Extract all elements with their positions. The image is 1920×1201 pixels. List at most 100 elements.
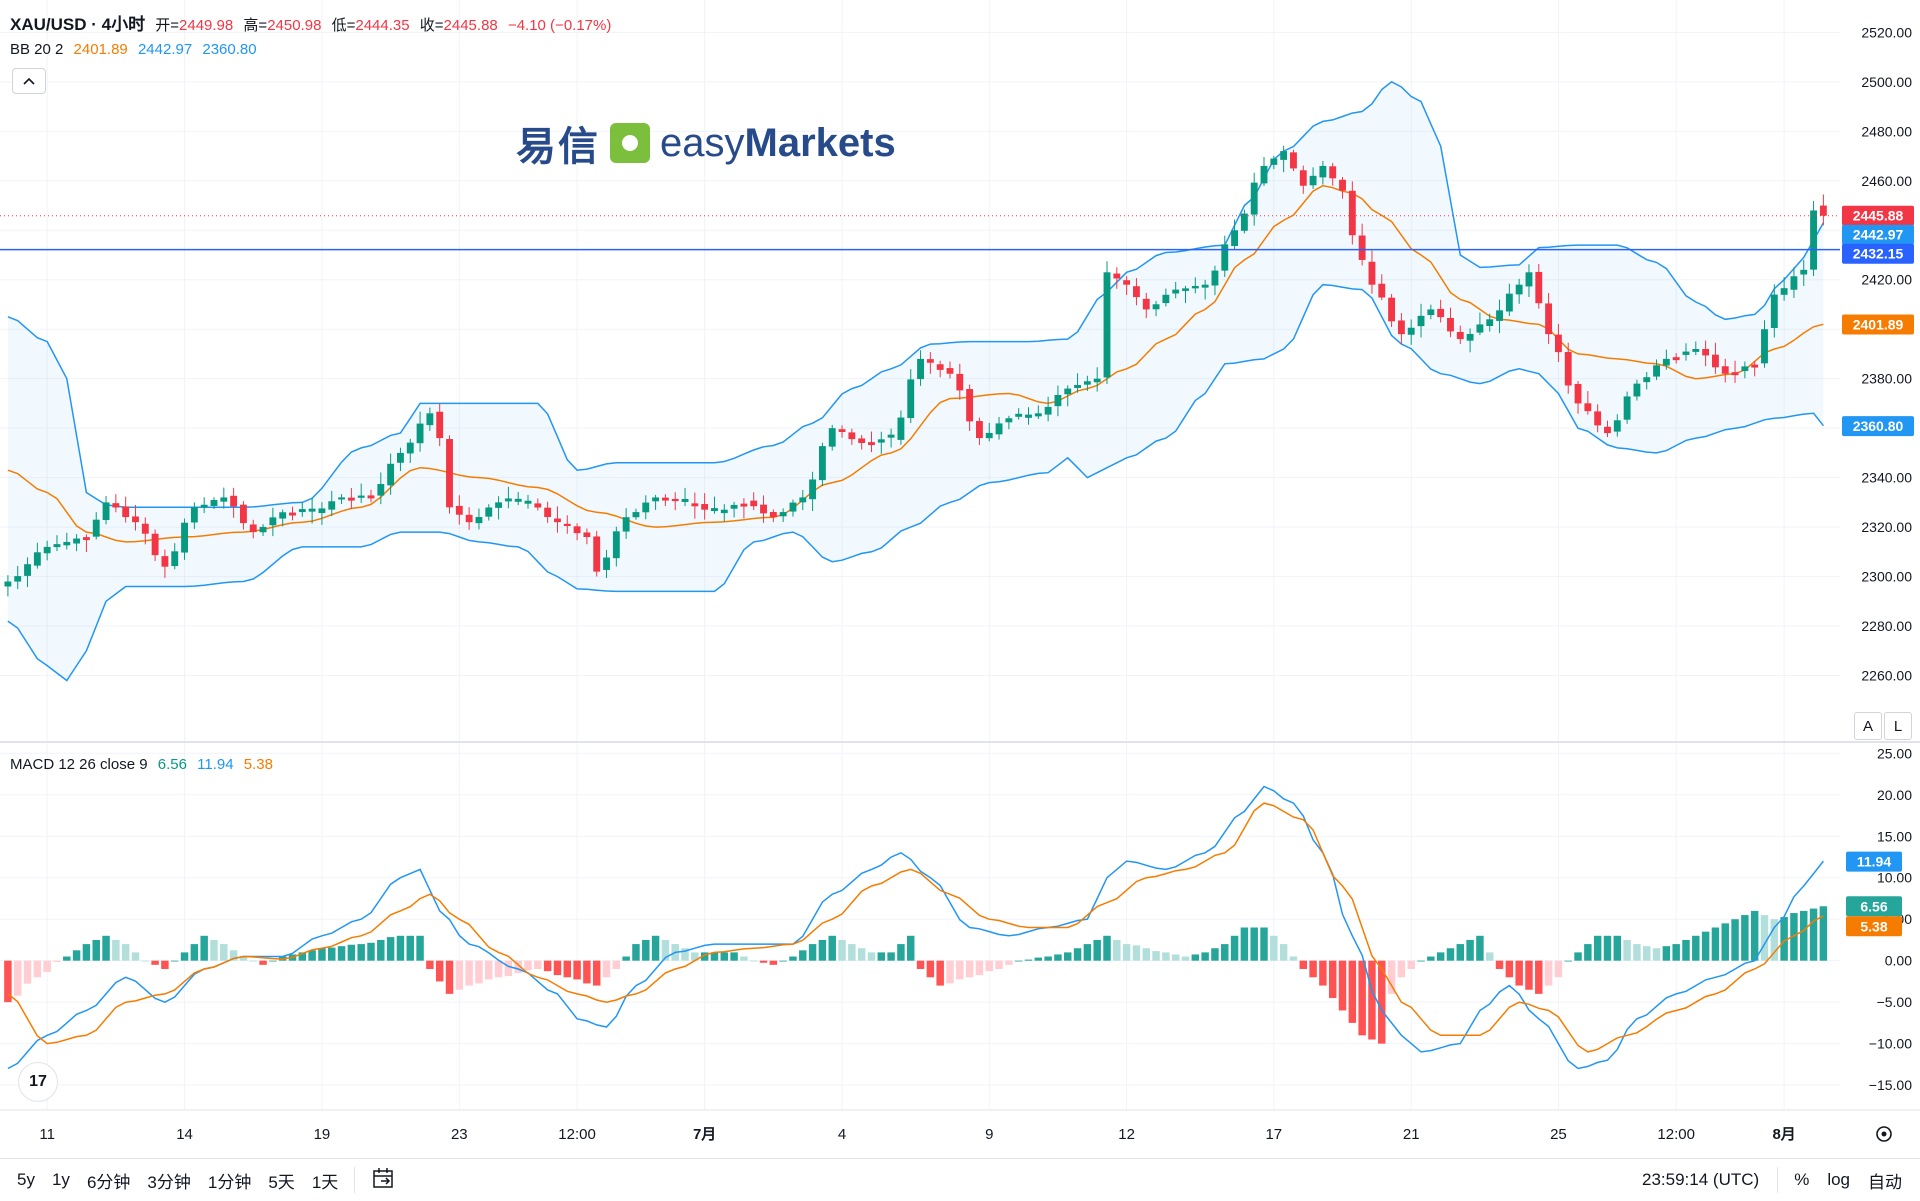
candle-body [102, 502, 110, 521]
macd-histogram-bar [1171, 954, 1180, 961]
macd-histogram-bar [1024, 959, 1033, 961]
price-badge [1842, 243, 1914, 264]
macd-histogram-bar [1672, 944, 1680, 961]
macd-histogram-bar [1613, 935, 1622, 961]
time-tick-label: 12:00 [1657, 1126, 1695, 1143]
candle-body [1142, 298, 1150, 310]
candle-body [1427, 309, 1435, 316]
candle-body [357, 495, 365, 498]
macd-histogram-bar [1505, 960, 1514, 978]
macd-histogram-bar [1574, 952, 1582, 961]
candle-body [338, 497, 345, 500]
collapse-legend-button[interactable] [12, 68, 46, 94]
macd-histogram-bar [406, 935, 414, 961]
settings-gear-center [1881, 1131, 1887, 1137]
macd-histogram-bar [965, 960, 974, 978]
range-1d[interactable]: 1天 [311, 1172, 339, 1192]
candle-body [730, 504, 738, 509]
range-1y[interactable]: 1y [51, 1170, 70, 1189]
macd-histogram-bar [190, 944, 199, 961]
log-button[interactable]: log [1827, 1170, 1850, 1189]
macd-histogram-bar [985, 960, 993, 972]
macd-histogram-bar [710, 952, 719, 961]
macd-histogram-bar [651, 935, 660, 961]
price-badge-label: 2442.97 [1853, 227, 1904, 243]
candle-body [1672, 357, 1680, 361]
calendar-goto-icon[interactable] [372, 1167, 396, 1194]
candle-body [347, 497, 355, 501]
candle-body [495, 502, 503, 508]
candle-body [14, 576, 22, 582]
price-badge [1842, 205, 1914, 226]
log-scale-button[interactable]: L [1884, 712, 1912, 740]
candle-body [1761, 329, 1768, 364]
price-tick-label: 2420.00 [1861, 272, 1912, 288]
candle-body [1623, 396, 1631, 420]
bb-legend[interactable]: BB 20 2 2401.89 2442.97 2360.80 [10, 41, 263, 58]
range-5d[interactable]: 5天 [268, 1172, 295, 1192]
candle-body [4, 581, 12, 587]
macd-signal-line [7, 802, 1824, 1053]
macd-histogram-bar [1760, 915, 1769, 961]
candle-body [485, 507, 493, 517]
range-5y[interactable]: 5y [17, 1170, 35, 1189]
candle-body [966, 389, 974, 422]
auto-scale-button[interactable]: A [1854, 712, 1882, 740]
candle-body [701, 504, 709, 510]
macd-histogram-bar [789, 956, 797, 961]
macd-histogram-bar [956, 960, 964, 980]
candle-body [436, 411, 444, 439]
macd-histogram-bar [1319, 960, 1327, 986]
price-chart[interactable]: 2520.002500.002480.002460.002440.002420.… [0, 0, 1920, 1158]
macd-histogram-bar [936, 960, 944, 986]
candle-body [220, 497, 228, 502]
candle-body [1437, 308, 1445, 318]
candle-body [828, 428, 836, 447]
macd-legend[interactable]: MACD 12 26 close 9 6.56 11.94 5.38 [10, 756, 279, 773]
bb-lower-line [7, 283, 1824, 682]
macd-histogram-bar [975, 960, 984, 976]
candle-body [975, 421, 983, 439]
macd-histogram-bar [1535, 960, 1543, 994]
candle-body [1221, 244, 1229, 271]
symbol-title[interactable]: XAU/USD · 4小时 [10, 15, 146, 34]
range-3min[interactable]: 3分钟 [147, 1172, 191, 1192]
macd-histogram-bar [1093, 939, 1101, 961]
price-tick-label: 2280.00 [1861, 618, 1912, 634]
macd-histogram-bar [1407, 960, 1415, 969]
open-value: 2449.98 [179, 17, 234, 34]
macd-tick-label: 10.00 [1877, 870, 1912, 886]
candle-body [279, 512, 287, 519]
tradingview-logo[interactable]: 17 [18, 1062, 58, 1102]
macd-histogram-bar [465, 960, 473, 986]
macd-histogram-bar [1162, 952, 1170, 961]
range-1min[interactable]: 1分钟 [207, 1172, 252, 1192]
candle-body [1407, 327, 1415, 335]
macd-histogram-bar [1103, 935, 1111, 961]
macd-histogram-bar [298, 952, 307, 961]
macd-histogram-bar [92, 939, 100, 961]
clock-time[interactable]: 23:59:14 (UTC) [1642, 1170, 1760, 1189]
candle-body [1554, 334, 1562, 353]
candle-body [289, 512, 296, 516]
auto-button[interactable]: 自动 [1868, 1172, 1902, 1192]
candle-body [1770, 294, 1778, 328]
macd-histogram-bar [1623, 939, 1631, 961]
candle-body [524, 500, 532, 504]
price-badge-label: 2432.15 [1853, 246, 1904, 262]
candle-body [1093, 378, 1101, 383]
candle-body [907, 379, 915, 419]
time-tick-label: 23 [451, 1126, 468, 1143]
macd-histogram-bar [1515, 960, 1523, 986]
macd-histogram-bar [730, 952, 738, 961]
macd-histogram-bar [102, 935, 110, 961]
price-tick-label: 2380.00 [1861, 371, 1912, 387]
range-6min[interactable]: 6分钟 [86, 1172, 131, 1192]
candle-body [985, 432, 993, 439]
macd-histogram-bar [386, 937, 395, 961]
macd-histogram-bar [82, 944, 91, 961]
settings-gear-icon[interactable] [1876, 1126, 1892, 1142]
time-tick-label: 21 [1403, 1126, 1420, 1143]
percent-button[interactable]: % [1794, 1170, 1810, 1189]
macd-histogram-bar [416, 935, 424, 961]
